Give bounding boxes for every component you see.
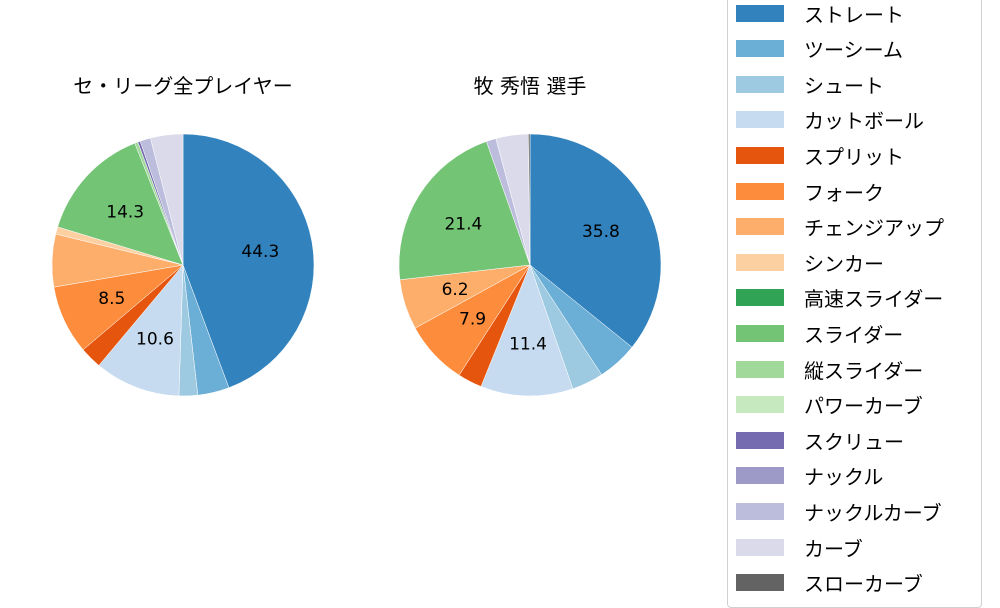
- pie-slice: [57, 142, 184, 266]
- legend-item: スプリット: [736, 143, 904, 169]
- legend-item: ツーシーム: [736, 37, 903, 63]
- pie-slice: [398, 141, 531, 281]
- pie-slice: [182, 133, 315, 389]
- legend-item: ストレート: [736, 1, 904, 27]
- legend-item: シンカー: [736, 250, 884, 276]
- legend-swatch: [736, 253, 784, 271]
- legend-swatch: [736, 431, 784, 449]
- legend-item: スクリュー: [736, 428, 904, 454]
- legend-label: 縦スライダー: [804, 358, 924, 383]
- legend: ストレートツーシームシュートカットボール スプリットフォークチェンジアップ シンカー…: [727, 0, 982, 608]
- legend-item: スライダー: [736, 321, 904, 347]
- pie-slice-label: 44.3: [241, 242, 279, 262]
- legend-label: ストレート: [804, 2, 904, 27]
- pie-slice: [98, 264, 184, 397]
- legend-item: ナックル: [736, 464, 884, 490]
- pie-slice-label: 35.8: [582, 222, 620, 242]
- legend-swatch: [736, 111, 784, 129]
- legend-item: カットボール: [736, 108, 924, 134]
- pie-slice: [529, 133, 662, 348]
- legend-label: スローカーブ: [804, 572, 923, 597]
- legend-label: フォーク: [804, 180, 884, 205]
- legend-label: パワーカーブ: [804, 394, 923, 419]
- legend-label: ナックル: [804, 465, 884, 490]
- legend-item: フォーク: [736, 179, 884, 205]
- legend-label: スクリュー: [804, 429, 904, 454]
- legend-swatch: [736, 467, 784, 485]
- pie-slice-label: 8.5: [98, 289, 125, 309]
- legend-swatch: [736, 4, 784, 22]
- legend-swatch: [736, 75, 784, 93]
- legend-swatch: [736, 289, 784, 307]
- chart-title-player: 牧 秀悟 選手: [473, 74, 587, 98]
- pie-slice-label: 7.9: [459, 310, 486, 330]
- pie-charts: 44.3 10.6 8.5 14.3 35.8 11.4 7.9 6.2 21.4: [51, 133, 662, 397]
- legend-swatch: [736, 502, 784, 520]
- legend-swatch: [736, 360, 784, 378]
- legend-label: スプリット: [804, 144, 904, 169]
- legend-label: チェンジアップ: [804, 216, 944, 241]
- pie-slice-label: 10.6: [136, 329, 174, 349]
- legend-item: 縦スライダー: [736, 357, 924, 383]
- pie-slice-label: 6.2: [442, 280, 469, 300]
- legend-item: 高速スライダー: [736, 286, 944, 312]
- legend-item: パワーカーブ: [736, 393, 923, 419]
- pie-slice: [150, 133, 184, 266]
- pie-slice-label: 11.4: [509, 335, 547, 355]
- legend-label: スライダー: [804, 322, 904, 347]
- legend-swatch: [736, 182, 784, 200]
- legend-label: ツーシーム: [804, 38, 903, 63]
- pie-chart-player: 35.8 11.4 7.9 6.2 21.4: [398, 133, 662, 397]
- legend-label: シンカー: [804, 251, 884, 276]
- legend-label: ナックルカーブ: [804, 500, 942, 525]
- legend-item: シュート: [736, 72, 884, 98]
- legend-label: カットボール: [804, 109, 924, 134]
- legend-label: シュート: [804, 73, 884, 98]
- legend-swatch: [736, 218, 784, 236]
- legend-swatch: [736, 40, 784, 58]
- legend-swatch: [736, 396, 784, 414]
- pie-slice-label: 21.4: [444, 214, 482, 234]
- pie-slice: [528, 133, 531, 266]
- pie-slice: [480, 264, 574, 397]
- pie-chart-league: 44.3 10.6 8.5 14.3: [51, 133, 315, 397]
- legend-label: カーブ: [804, 536, 863, 561]
- legend-item: スローカーブ: [736, 571, 923, 597]
- chart-title-league: セ・リーグ全プレイヤー: [73, 74, 293, 98]
- legend-item: ナックルカーブ: [736, 499, 942, 525]
- legend-swatch: [736, 574, 784, 592]
- legend-swatch: [736, 324, 784, 342]
- legend-item: チェンジアップ: [736, 215, 944, 241]
- legend-label: 高速スライダー: [804, 287, 944, 312]
- pie-slice-label: 14.3: [106, 203, 144, 223]
- legend-swatch: [736, 146, 784, 164]
- legend-item: カーブ: [736, 535, 863, 561]
- legend-swatch: [736, 538, 784, 556]
